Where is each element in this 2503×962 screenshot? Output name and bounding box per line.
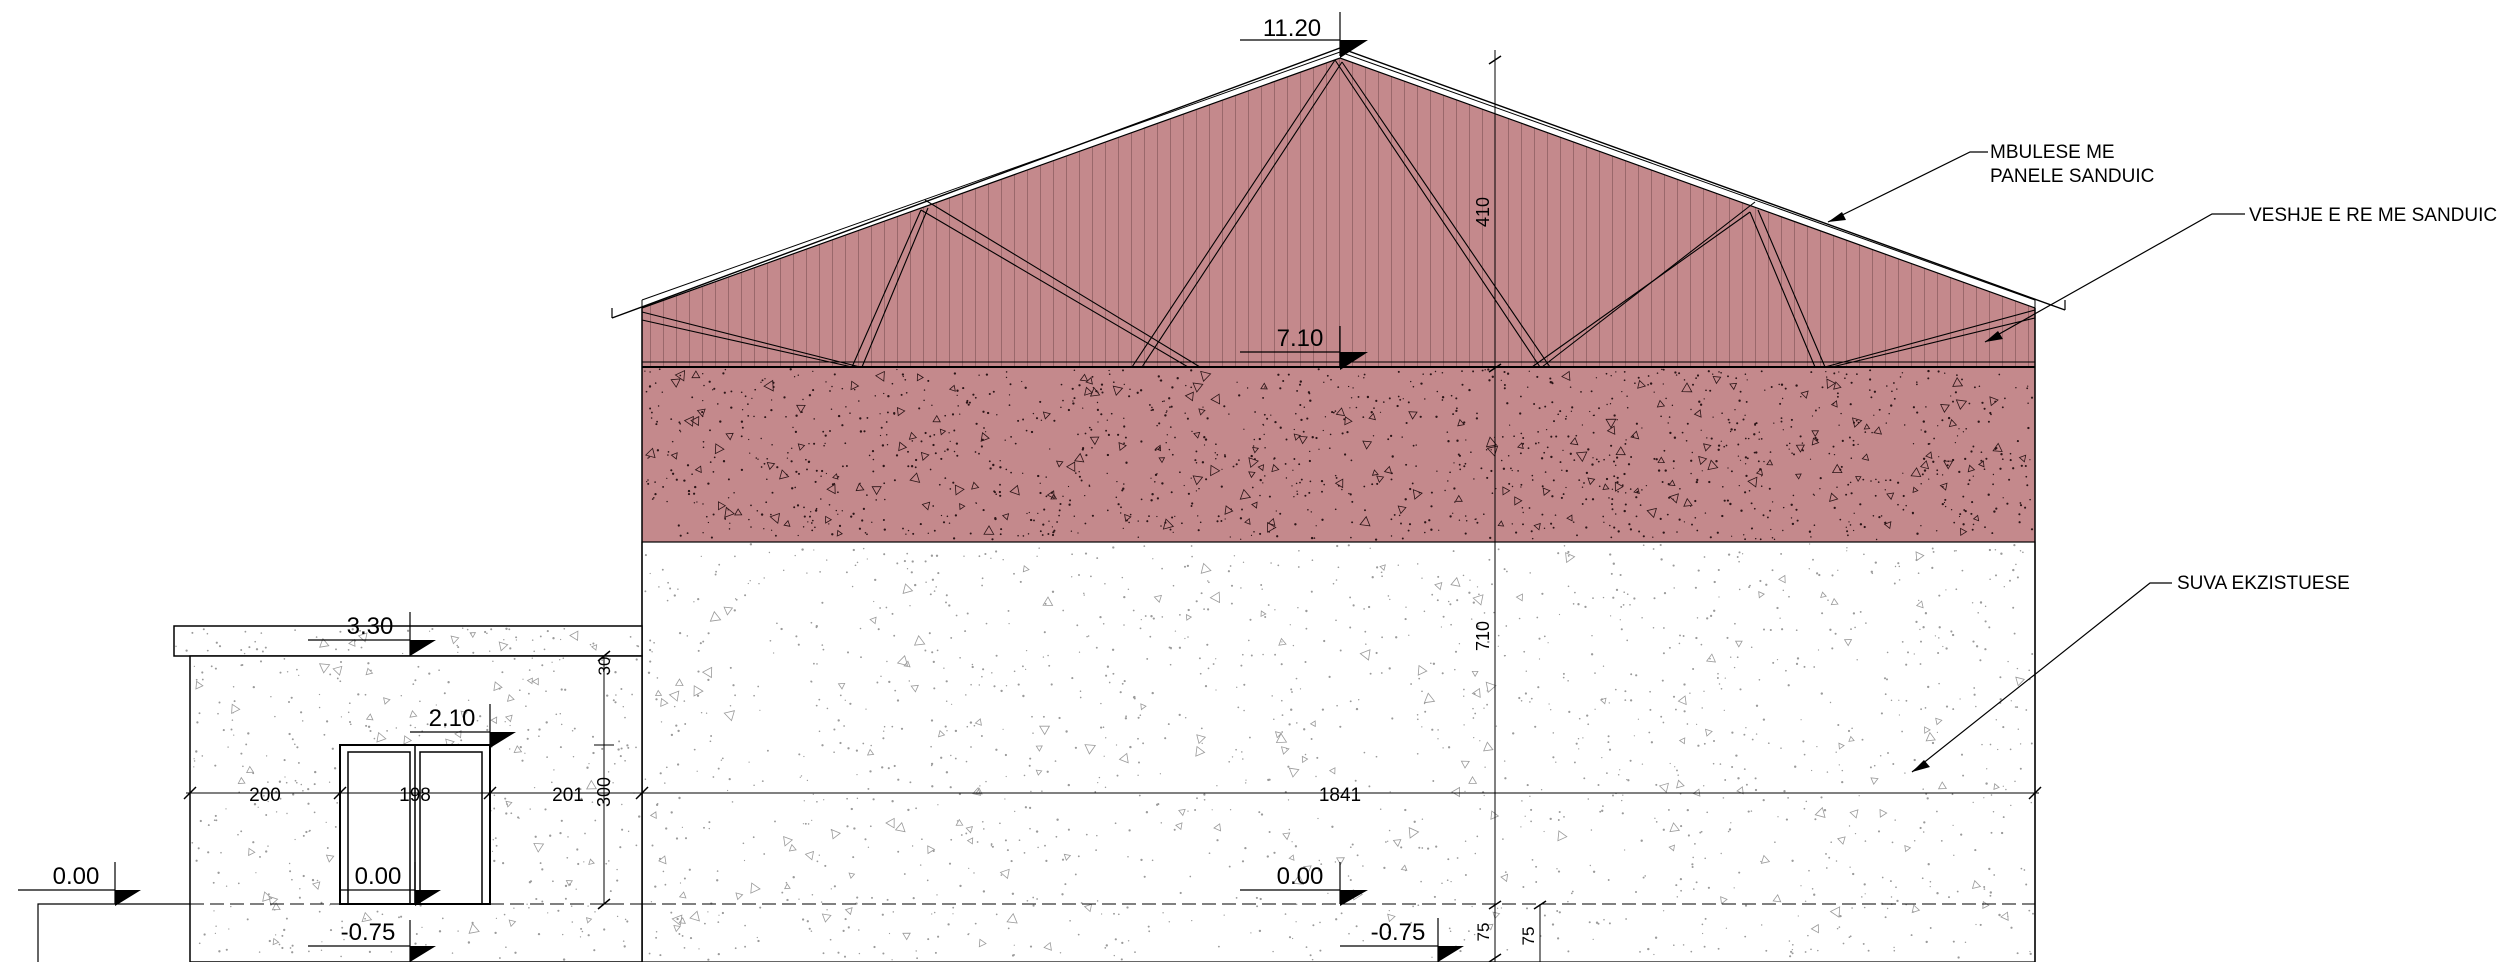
plaster-texture — [644, 543, 2034, 961]
level-eave: 7.10 — [1240, 325, 1368, 370]
svg-text:11.20: 11.20 — [1263, 15, 1321, 42]
dim-seg-left: 200 — [249, 785, 281, 806]
dim-seg-right: 201 — [552, 785, 584, 806]
dim-roof-height: 410 — [1473, 197, 1493, 227]
main-building: 410 710 75 75 — [611, 47, 2066, 962]
svg-text:-0.75: -0.75 — [1371, 919, 1426, 946]
level-door-head: 2.10 — [410, 704, 516, 748]
note-cladding: VESHJE E RE ME SANDUIC — [2249, 205, 2497, 226]
svg-text:2.10: 2.10 — [429, 705, 476, 732]
level-ground-annex: -0.75 — [308, 919, 436, 962]
level-ridge: 11.20 — [1240, 12, 1368, 58]
dim-foot-b: 75 — [1519, 927, 1538, 946]
dim-foot-a: 75 — [1474, 923, 1493, 942]
aggregate-texture-band — [644, 368, 2034, 541]
dim-seg-door: 198 — [399, 785, 431, 806]
annex-building: 30 300 — [37, 625, 643, 962]
gable-ribs — [642, 58, 2035, 367]
level-ground-main: -0.75 — [1340, 918, 1464, 962]
main-vertical-dimension — [1488, 50, 1547, 962]
dim-door-height: 300 — [594, 777, 614, 807]
level-floor-main: 0.00 — [1240, 862, 1368, 906]
leader-roof-panels: MBULESE ME PANELE SANDUIC — [1827, 142, 2154, 223]
svg-text:0.00: 0.00 — [355, 863, 402, 890]
svg-text:0.00: 0.00 — [1277, 863, 1324, 890]
svg-text:0.00: 0.00 — [53, 863, 100, 890]
level-floor-annex: 0.00 — [340, 862, 441, 906]
level-floor-left: 0.00 — [18, 862, 141, 906]
note-roof-line1: MBULESE ME — [1990, 142, 2115, 163]
leader-existing-plaster: SUVA EKZISTUESE — [1911, 573, 2350, 773]
dim-annex-slab: 30 — [595, 657, 614, 676]
existing-plaster-wall — [641, 541, 2036, 962]
leader-cladding: VESHJE E RE ME SANDUIC — [1984, 205, 2497, 343]
note-existing-plaster: SUVA EKZISTUESE — [2177, 573, 2350, 594]
note-roof-line2: PANELE SANDUIC — [1990, 166, 2154, 187]
svg-text:7.10: 7.10 — [1277, 325, 1324, 352]
level-annex-roof: 3.30 — [308, 612, 436, 656]
horizontal-dimension — [183, 783, 2042, 803]
svg-text:3.30: 3.30 — [347, 613, 394, 640]
dim-wall-height: 710 — [1473, 621, 1493, 651]
svg-text:-0.75: -0.75 — [341, 919, 396, 946]
roof-truss — [641, 59, 2036, 368]
dim-main-width: 1841 — [1319, 785, 1361, 806]
